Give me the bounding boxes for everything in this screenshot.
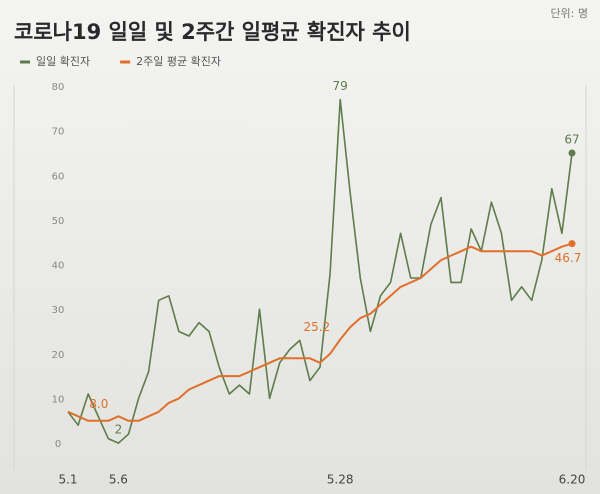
x-tick-label: 5.1 (58, 473, 77, 487)
legend-label: 2주일 평균 확진자 (136, 54, 221, 68)
point (568, 240, 576, 248)
data-label: 46.7 (555, 251, 582, 265)
data-label: 8.0 (89, 397, 108, 411)
y-tick-label: 40 (52, 261, 65, 272)
y-tick-label: 50 (52, 216, 65, 227)
y-tick-label: 80 (52, 82, 65, 93)
y-tick-label: 70 (52, 127, 65, 138)
y-tick-label: 60 (52, 171, 65, 182)
data-label: 2 (115, 423, 123, 437)
y-tick-label: 0 (55, 439, 61, 450)
legend-label: 일일 확진자 (36, 54, 90, 68)
y-tick-label: 30 (52, 305, 65, 316)
line-series (67, 242, 573, 422)
unit-label: 단위: 명 (550, 7, 588, 20)
line-series (67, 98, 573, 444)
x-tick-label: 5.28 (327, 473, 354, 487)
data-label: 67 (564, 133, 579, 147)
chart-title: 코로나19 일일 및 2주간 일평균 확진자 추이 (14, 20, 411, 44)
data-label: 79 (333, 79, 348, 93)
y-tick-label: 20 (52, 350, 65, 361)
x-tick-label: 5.6 (109, 473, 128, 487)
point (568, 149, 576, 157)
x-tick-label: 6.20 (559, 473, 586, 487)
data-label: 25.2 (303, 320, 330, 334)
y-tick-label: 10 (52, 394, 65, 405)
